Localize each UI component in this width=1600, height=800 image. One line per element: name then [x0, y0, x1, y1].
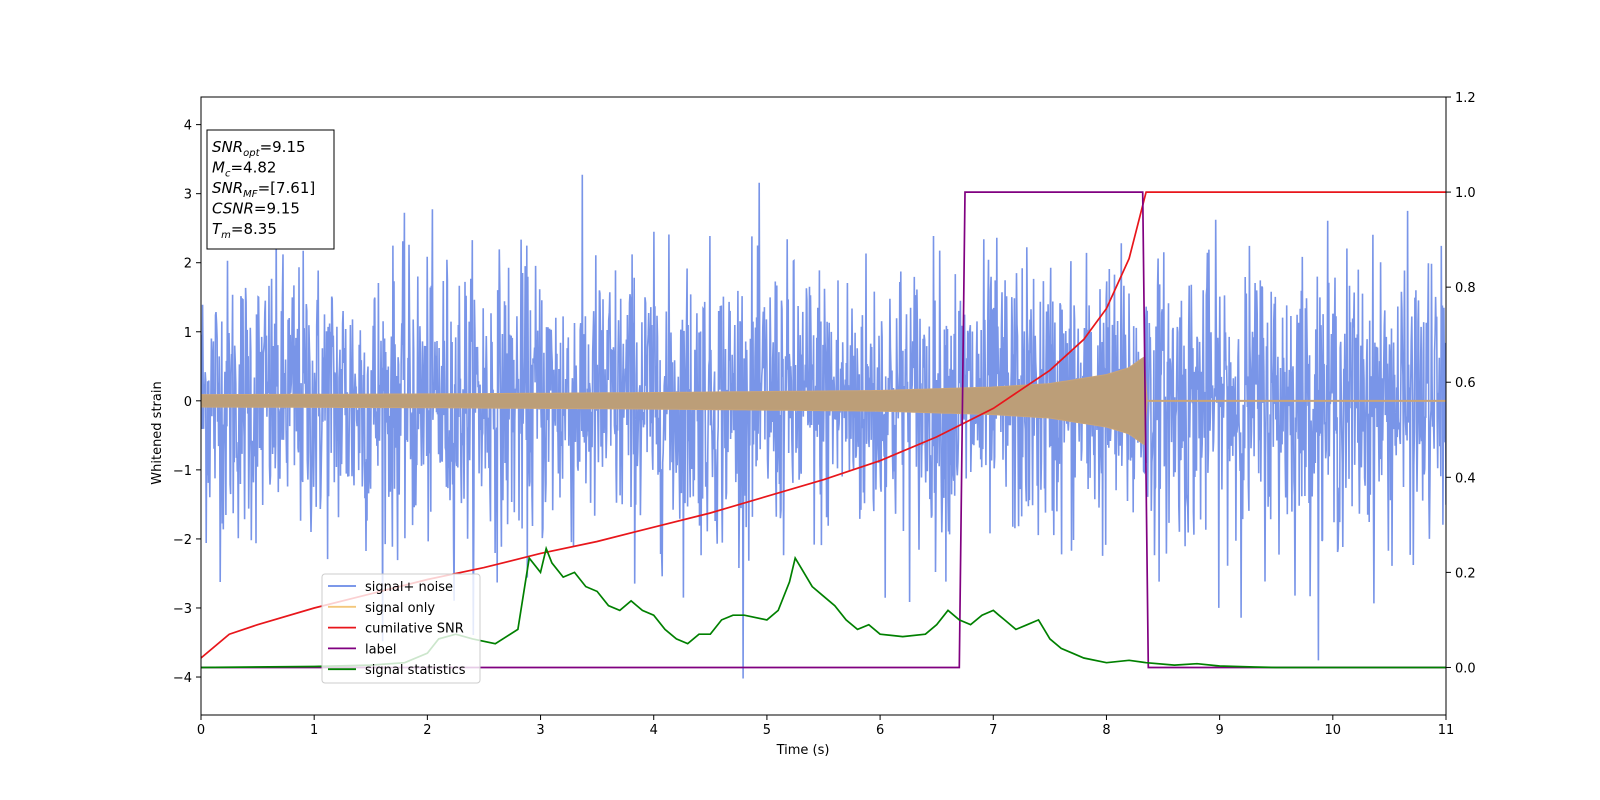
annotation-sub: c [225, 169, 231, 180]
legend-frame [321, 573, 481, 684]
annotation-base: M [212, 159, 225, 177]
annotation-line: SNRMF=[7.61] [212, 179, 315, 200]
legend-label: signal only [365, 601, 435, 616]
annotation-base: T [212, 220, 223, 238]
x-tick-label: 0 [197, 723, 205, 738]
series-label [201, 191, 1446, 669]
y2-tick-label: 0.2 [1455, 566, 1476, 581]
legend-label: signal statistics [365, 663, 466, 678]
annotation-frame [206, 129, 335, 250]
y2-tick-label: 1.2 [1455, 91, 1476, 106]
y2-tick-label: 0.4 [1455, 471, 1476, 486]
x-tick-label: 11 [1438, 723, 1455, 738]
x-tick-label: 4 [650, 723, 658, 738]
annotation-value: =[7.61] [258, 179, 316, 197]
y-tick-label: −4 [173, 671, 192, 686]
x-tick-label: 2 [423, 723, 431, 738]
x-tick-label: 3 [536, 723, 544, 738]
y2-tick-label: 0.6 [1455, 376, 1476, 391]
y2-tick-label: 0.8 [1455, 281, 1476, 296]
annotation-sub: opt [243, 148, 260, 159]
annotation-value: =9.15 [260, 138, 306, 156]
y-axis-label: Whitened strain [150, 381, 165, 484]
annotation-value: =8.35 [231, 220, 277, 238]
y-tick-label: −1 [173, 464, 192, 479]
annotation-sub: m [221, 230, 231, 241]
plot-area [201, 174, 1446, 679]
x-axis-label: Time (s) [776, 743, 830, 758]
annotation-base: SNR [212, 138, 243, 156]
plot-clip-group [201, 174, 1446, 679]
y-tick-label: 4 [184, 119, 192, 134]
series-signal-statistics [201, 545, 1446, 669]
legend-label: signal+ noise [365, 580, 453, 595]
annotation-value: =4.82 [230, 159, 276, 177]
legend: signal+ noise signal only cumilative SNR la… [321, 573, 481, 684]
x-tick-label: 7 [989, 723, 997, 738]
y-tick-label: 3 [184, 188, 192, 203]
y-tick-label: 0 [184, 395, 192, 410]
annotation-base: SNR [212, 179, 243, 197]
annotation-value: =9.15 [254, 200, 300, 218]
axes: 0 1 2 3 4 5 6 7 8 9 10 11 −4 −3 −2 −1 0 1 2 3 4 0.0 0.2 0.4 0.6 0… [173, 91, 1476, 738]
annotation-base: CSNR [212, 200, 254, 218]
x-tick-label: 1 [310, 723, 318, 738]
y-tick-label: −3 [173, 602, 192, 617]
axes-frame [200, 96, 1447, 716]
y2-tick-label: 0.0 [1455, 661, 1476, 676]
x-tick-label: 6 [876, 723, 884, 738]
annotation-line: CSNR=9.15 [212, 200, 300, 218]
y-tick-label: −2 [173, 533, 192, 548]
x-tick-label: 5 [763, 723, 771, 738]
annotation-line: Tm=8.35 [212, 220, 277, 241]
annotation-sub: MF [243, 189, 258, 200]
annotation-box: SNRopt=9.15Mc=4.82SNRMF=[7.61]CSNR=9.15T… [206, 129, 335, 250]
legend-label: label [365, 642, 396, 657]
legend-label: cumilative SNR [365, 622, 464, 637]
annotation-line: Mc=4.82 [212, 159, 276, 180]
x-tick-label: 8 [1102, 723, 1110, 738]
y-tick-label: 1 [184, 326, 192, 341]
y2-tick-label: 1.0 [1455, 186, 1476, 201]
x-tick-label: 10 [1325, 723, 1342, 738]
x-tick-label: 9 [1215, 723, 1223, 738]
y-tick-label: 2 [184, 257, 192, 272]
annotation-line: SNRopt=9.15 [212, 138, 306, 159]
